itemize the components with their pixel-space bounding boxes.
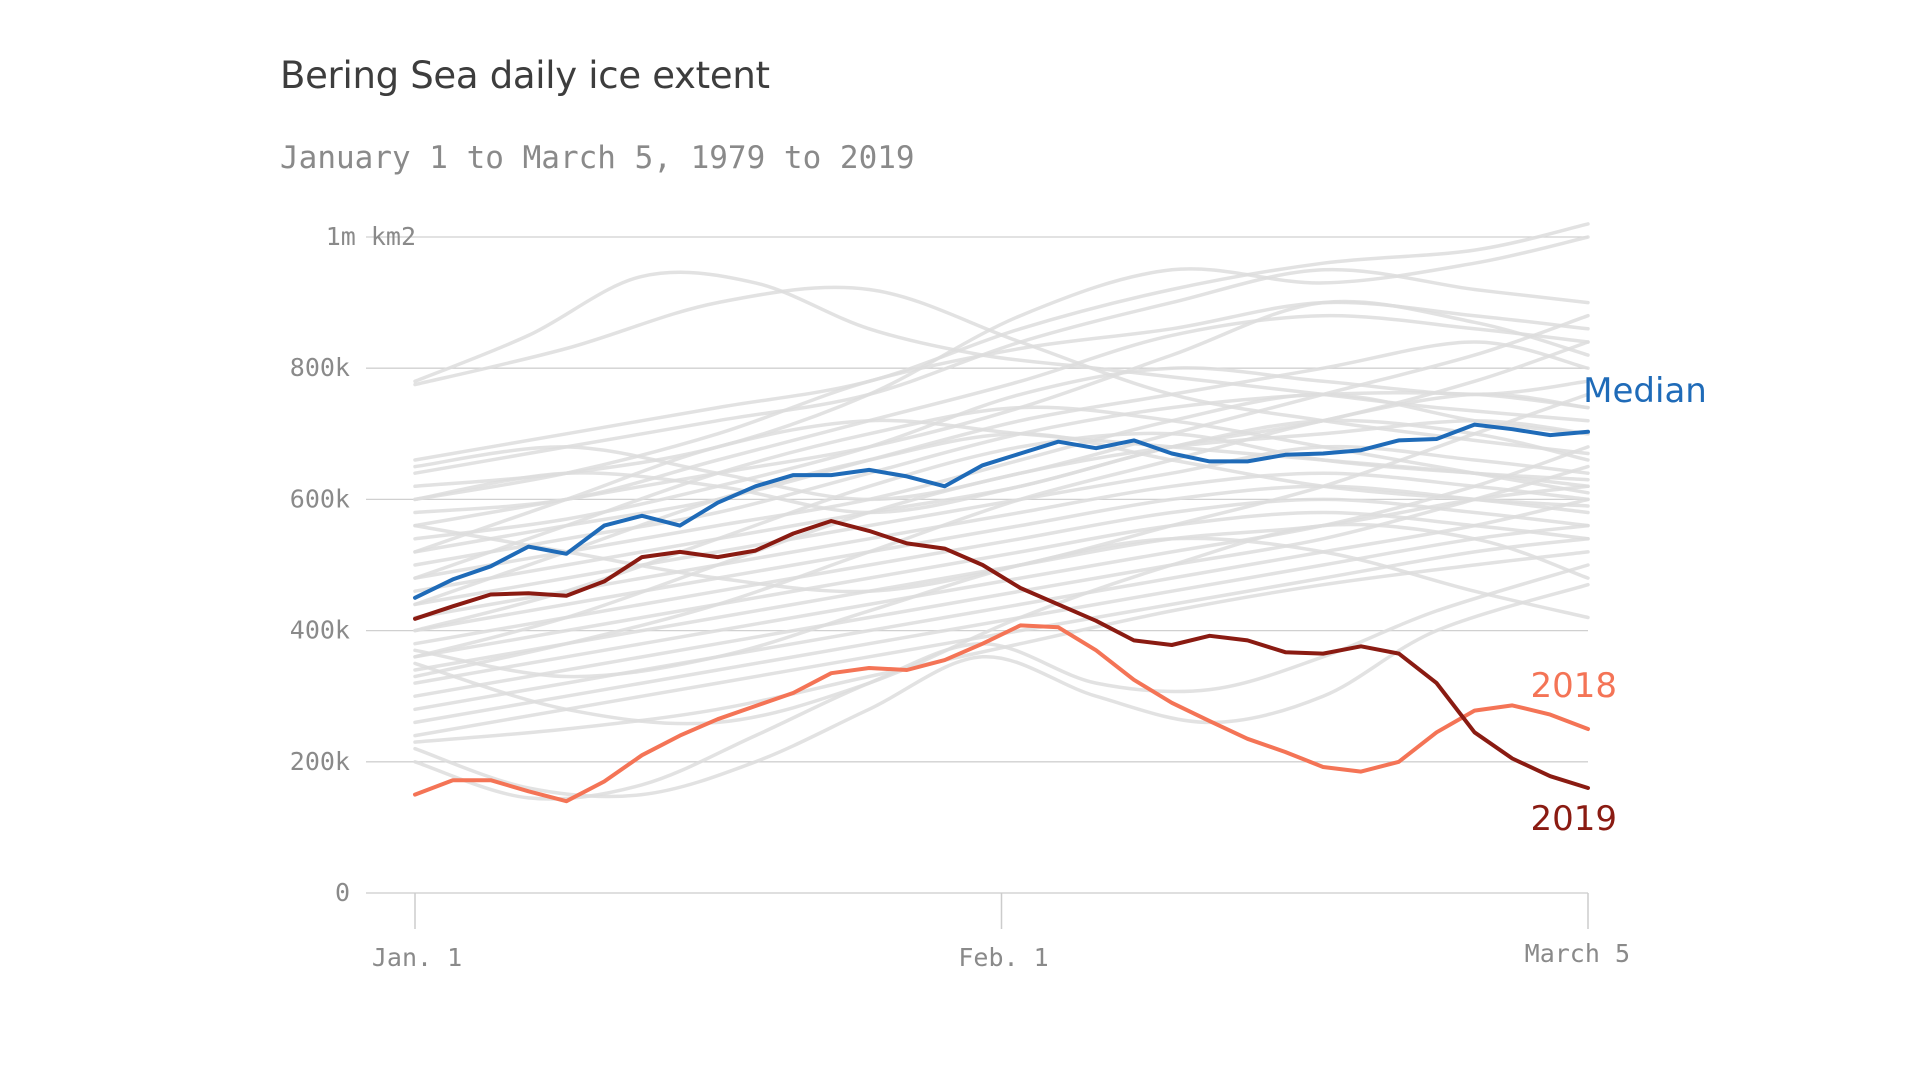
background-year-line — [413, 432, 1590, 607]
background-year-line — [413, 405, 1590, 580]
y-tick-label: 1m km2 — [326, 222, 416, 251]
background-year-line — [413, 267, 1590, 475]
series-line-median — [413, 422, 1590, 600]
highlighted-lines — [413, 422, 1590, 804]
x-tick-label: Jan. 1 — [372, 943, 462, 972]
axes: 0 200k 400k 600k 800k 1m km2 Jan. 1 Feb. 1 March… — [290, 222, 1630, 972]
y-tick-label: 800k — [290, 353, 350, 382]
background-year-line — [413, 392, 1590, 594]
background-year-line — [413, 522, 1590, 726]
background-year-line — [413, 471, 1590, 620]
background-year-line — [413, 392, 1590, 679]
background-year-line — [413, 582, 1590, 799]
background-year-line — [413, 537, 1590, 738]
y-tick-label: 400k — [290, 616, 350, 645]
y-tick-label: 0 — [335, 878, 350, 907]
background-year-line — [413, 418, 1590, 659]
background-year-line — [413, 313, 1590, 515]
background-year-lines — [413, 222, 1590, 801]
background-year-line — [413, 222, 1590, 462]
background-year-line — [413, 340, 1590, 554]
series-line-y2018 — [413, 623, 1590, 804]
chart-subtitle: January 1 to March 5, 1979 to 2019 — [280, 140, 915, 176]
x-tick-label: Feb. 1 — [958, 943, 1048, 972]
background-year-line — [413, 392, 1590, 580]
background-year-line — [413, 235, 1590, 489]
series-label-y2019: 2019 — [1530, 799, 1617, 839]
y-tick-label: 200k — [290, 747, 350, 776]
background-year-line — [413, 464, 1590, 698]
chart-title: Bering Sea daily ice extent — [280, 54, 770, 97]
background-year-line — [413, 445, 1590, 685]
series-labels: Median 2018 2019 — [1530, 371, 1706, 839]
x-tick-label: March 5 — [1525, 939, 1630, 968]
series-label-median: Median — [1583, 371, 1707, 411]
series-line-y2019 — [413, 519, 1590, 790]
background-year-line — [413, 340, 1590, 515]
y-tick-label: 600k — [290, 484, 350, 513]
series-label-y2018: 2018 — [1530, 666, 1617, 706]
background-year-line — [413, 484, 1590, 633]
